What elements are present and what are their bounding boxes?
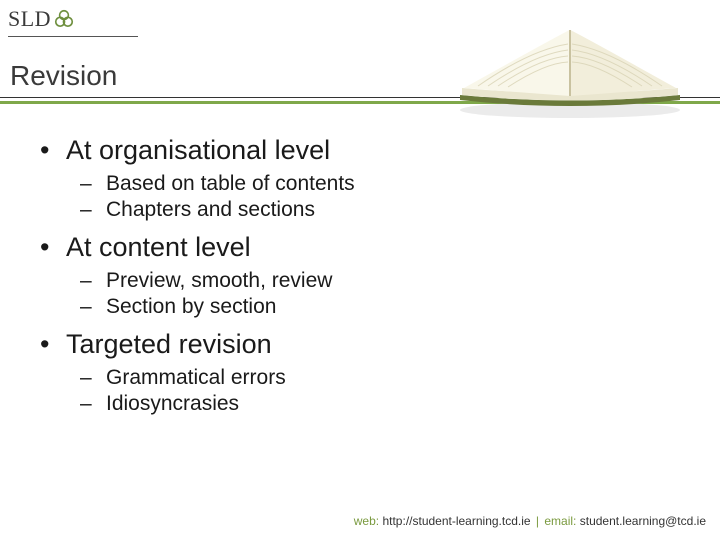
logo-text: SLD	[8, 6, 51, 32]
bullet-l2: Grammatical errors	[80, 366, 700, 390]
bullet-l1-label: Targeted revision	[66, 329, 272, 359]
bullet-l2-label: Chapters and sections	[106, 198, 315, 221]
header: SLD	[0, 0, 720, 105]
bullet-list: At organisational level Based on table o…	[40, 135, 700, 416]
logo-underline	[8, 36, 138, 37]
sub-bullet-list: Preview, smooth, review Section by secti…	[66, 269, 700, 319]
bullet-l2-label: Section by section	[106, 295, 276, 318]
bullet-l2-label: Preview, smooth, review	[106, 269, 332, 292]
bullet-l2: Idiosyncrasies	[80, 392, 700, 416]
footer-email-label: email:	[544, 514, 576, 528]
bullet-l1: Targeted revision Grammatical errors Idi…	[40, 329, 700, 416]
footer: web: http://student-learning.tcd.ie | em…	[354, 514, 706, 528]
footer-web-value: http://student-learning.tcd.ie	[382, 514, 530, 528]
slide-title: Revision	[10, 60, 117, 92]
footer-email-value: student.learning@tcd.ie	[580, 514, 706, 528]
bullet-l1-label: At organisational level	[66, 135, 330, 165]
bullet-l2-label: Idiosyncrasies	[106, 392, 239, 415]
open-book-illustration	[440, 0, 700, 120]
bullet-l2-label: Grammatical errors	[106, 366, 286, 389]
bullet-l2: Based on table of contents	[80, 172, 700, 196]
trinity-knot-icon	[53, 8, 75, 30]
sub-bullet-list: Based on table of contents Chapters and …	[66, 172, 700, 222]
content-area: At organisational level Based on table o…	[0, 105, 720, 416]
bullet-l2-label: Based on table of contents	[106, 172, 355, 195]
bullet-l2: Preview, smooth, review	[80, 269, 700, 293]
bullet-l1: At content level Preview, smooth, review…	[40, 232, 700, 319]
bullet-l2: Section by section	[80, 295, 700, 319]
sub-bullet-list: Grammatical errors Idiosyncrasies	[66, 366, 700, 416]
footer-web-label: web:	[354, 514, 379, 528]
bullet-l1: At organisational level Based on table o…	[40, 135, 700, 222]
footer-separator: |	[536, 514, 539, 528]
bullet-l1-label: At content level	[66, 232, 251, 262]
logo: SLD	[8, 6, 75, 32]
bullet-l2: Chapters and sections	[80, 198, 700, 222]
